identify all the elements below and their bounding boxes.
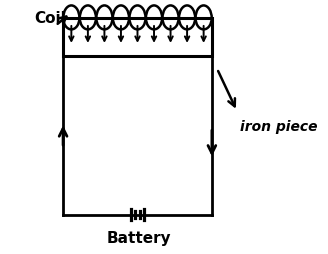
Bar <box>63 19 212 57</box>
Text: iron piece: iron piece <box>240 119 317 133</box>
Text: Coil: Coil <box>34 11 66 26</box>
Text: Battery: Battery <box>106 230 171 245</box>
